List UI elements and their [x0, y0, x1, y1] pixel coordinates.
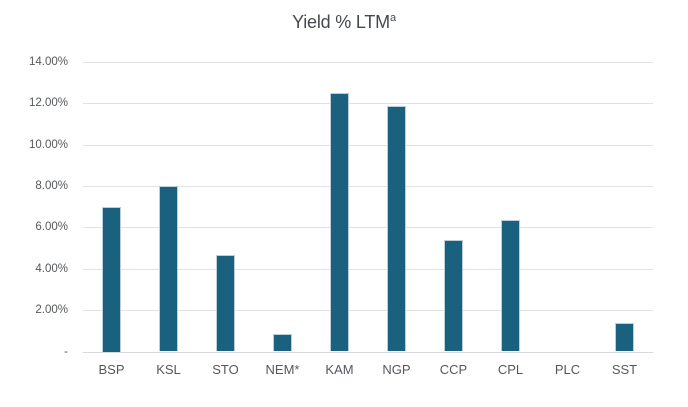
bar-cpl[interactable]: [501, 220, 520, 352]
y-axis-tick-label: 12.00%: [28, 97, 68, 110]
bar-bsp[interactable]: [102, 206, 121, 352]
y-gridline: [83, 310, 653, 312]
y-gridline: [83, 227, 653, 229]
bar-nem[interactable]: [273, 333, 292, 352]
y-axis-tick-label: 10.00%: [28, 138, 68, 151]
x-axis-category-label: PLC: [554, 362, 581, 377]
bar-kam[interactable]: [330, 93, 349, 352]
chart-title: Yield % LTMa: [0, 12, 688, 33]
y-gridline: [83, 62, 653, 63]
chart-title-text: Yield % LTM: [292, 12, 390, 32]
y-gridline: [83, 186, 653, 188]
bar-ccp[interactable]: [444, 239, 463, 352]
bar-sto[interactable]: [216, 255, 235, 352]
chart-title-superscript: a: [389, 12, 396, 24]
y-axis-tick-label: 2.00%: [35, 304, 68, 317]
x-axis-category-label: STO: [212, 362, 239, 377]
x-axis-category-label: KSL: [156, 362, 181, 377]
x-axis-category-label: NGP: [382, 362, 411, 377]
y-gridline: [83, 103, 653, 105]
x-axis-line: [83, 351, 653, 353]
y-gridline: [83, 268, 653, 270]
y-axis-tick-label: -: [64, 345, 68, 358]
y-axis-tick-label: 6.00%: [35, 221, 68, 234]
x-axis-category-label: NEM*: [265, 362, 300, 377]
y-axis-tick-label: 4.00%: [35, 262, 68, 275]
y-axis-tick-label: 14.00%: [28, 56, 68, 68]
x-axis-category-label: BSP: [98, 362, 125, 377]
x-axis-category-label: CPL: [497, 362, 524, 377]
bar-ksl[interactable]: [159, 186, 178, 352]
bar-sst[interactable]: [615, 322, 634, 352]
x-axis-category-label: CCP: [439, 362, 468, 377]
x-axis-category-label: SST: [611, 362, 638, 377]
y-gridline: [83, 144, 653, 146]
bar-ngp[interactable]: [387, 106, 406, 352]
y-axis-tick-label: 8.00%: [35, 180, 68, 193]
x-axis-category-label: KAM: [325, 362, 354, 377]
